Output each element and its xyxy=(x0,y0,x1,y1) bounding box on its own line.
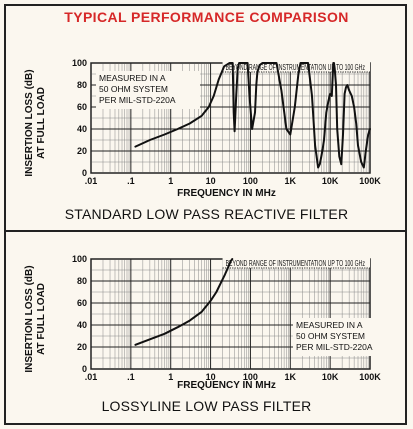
chart1-y-tick-label: 20 xyxy=(77,146,87,156)
chart2-y-tick-label: 100 xyxy=(72,254,87,264)
chart2-x-tick-label: 100 xyxy=(243,372,258,382)
chart1-note-line: 50 OHM SYSTEM xyxy=(99,84,168,94)
chart2-note-line: PER MIL-STD-220A xyxy=(296,342,373,352)
chart1-y-tick-label: 60 xyxy=(77,102,87,112)
chart2-note-line: MEASURED IN A xyxy=(296,320,363,330)
chart2-note-line: 50 OHM SYSTEM xyxy=(296,331,365,341)
chart1-y-tick-label: 100 xyxy=(72,58,87,68)
chart1-x-tick-label: 10 xyxy=(206,176,216,186)
chart1-note-line: MEASURED IN A xyxy=(99,73,166,83)
chart2-y-tick-label: 0 xyxy=(82,364,87,374)
chart1-series-line xyxy=(134,62,371,169)
chart1-x-tick-label: 100K xyxy=(359,176,381,186)
chart1-band-label: BEYOND RANGE OF INSTRUMENTATION UP TO 10… xyxy=(226,62,365,72)
chart2-x-tick-label: .1 xyxy=(127,372,135,382)
chart1-svg: .01 .1 1 10 100 1K 10K 100K 0 20 40 60 80 100 BEYOND R… xyxy=(72,58,381,186)
chart1-x-tick-label: .01 xyxy=(85,176,98,186)
chart2-y-tick-label: 20 xyxy=(77,342,87,352)
chart1-x-tick-label: .1 xyxy=(127,176,135,186)
chart2-xlabel: FREQUENCY IN MHz xyxy=(177,380,276,391)
chart1-y-tick-label: 0 xyxy=(82,168,87,178)
chart2-title: LOSSYLINE LOW PASS FILTER xyxy=(101,398,312,414)
chart2-x-tick-label: 10K xyxy=(322,372,339,382)
chart1-x-tick-label: 100 xyxy=(243,176,258,186)
chart2-band-label: BEYOND RANGE OF INSTRUMENTATION UP TO 10… xyxy=(226,258,365,268)
panel-divider xyxy=(4,230,407,232)
chart1-x-tick-label: 1 xyxy=(168,176,173,186)
outer-frame xyxy=(4,4,407,425)
chart1-note-line: PER MIL-STD-220A xyxy=(99,95,176,105)
chart2-y-tick-label: 60 xyxy=(77,298,87,308)
chart2-x-tick-label: 100K xyxy=(359,372,381,382)
chart2-x-tick-label: 1K xyxy=(285,372,297,382)
main-title: TYPICAL PERFORMANCE COMPARISON xyxy=(64,9,349,25)
chart2-x-tick-label: .01 xyxy=(85,372,98,382)
chart2-series-line xyxy=(134,258,234,346)
chart1-xlabel: FREQUENCY IN MHz xyxy=(177,188,276,199)
chart1-title: STANDARD LOW PASS REACTIVE FILTER xyxy=(64,206,349,222)
chart1-y-tick-label: 40 xyxy=(77,124,87,134)
chart1-x-tick-label: 1K xyxy=(285,176,297,186)
chart2-y-tick-label: 80 xyxy=(77,276,87,286)
chart2-band-bg xyxy=(222,257,370,268)
chart1-note-bg xyxy=(96,71,200,109)
chart1-band-bg xyxy=(222,61,370,72)
chart2-x-tick-label: 10 xyxy=(206,372,216,382)
chart2-y-tick-label: 40 xyxy=(77,320,87,330)
chart2-x-tick-label: 1 xyxy=(168,372,173,382)
chart2-note-bg xyxy=(293,318,375,356)
chart1-x-tick-label: 10K xyxy=(322,176,339,186)
chart1-y-tick-label: 80 xyxy=(77,80,87,90)
